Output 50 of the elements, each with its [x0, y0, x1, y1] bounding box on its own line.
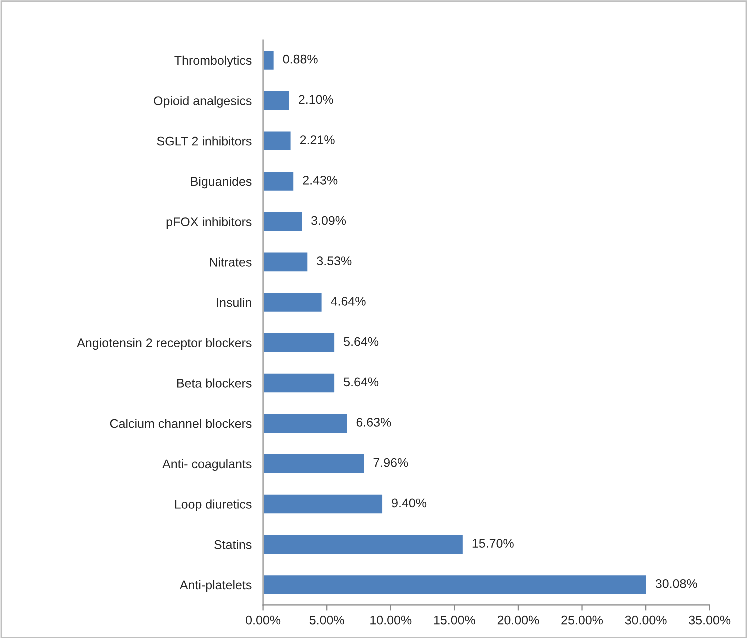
y-tick-label: Beta blockers: [177, 378, 252, 388]
bar: [263, 372, 336, 394]
x-tick-label: 10.00%: [370, 616, 412, 625]
y-tick-label: Loop diuretics: [175, 500, 252, 512]
x-tick-label: 20.00%: [498, 616, 540, 625]
bar: [263, 50, 276, 72]
x-tick-label: 5.00%: [310, 616, 344, 625]
x-tick-label: 30.00%: [625, 616, 667, 625]
bar: [263, 90, 291, 112]
y-tick-label: Biguanides: [191, 176, 252, 189]
y-tick-label: Calcium channel blockers: [110, 419, 252, 428]
bar: [263, 211, 304, 233]
data-label: 2.10%: [299, 95, 334, 104]
data-label: 2.21%: [300, 136, 335, 144]
bar: [263, 292, 324, 314]
bar: [263, 130, 292, 152]
data-label: 3.53%: [317, 256, 352, 266]
x-tick-label: 25.00%: [562, 616, 604, 625]
data-label: 5.64%: [344, 378, 379, 387]
y-tick-label: pFOX inhibitors: [166, 217, 252, 229]
y-tick-label: Opioid analgesics: [154, 96, 252, 108]
bar: [263, 170, 295, 192]
bar: [263, 493, 384, 516]
data-label: 9.40%: [392, 498, 427, 508]
bar: [263, 332, 336, 354]
x-tick-label: 0.00%: [246, 616, 281, 625]
bar: [263, 534, 464, 556]
data-label: 15.70%: [472, 539, 514, 548]
data-label: 3.09%: [312, 216, 346, 226]
data-label: 6.63%: [356, 418, 392, 427]
x-tick-label: 15.00%: [434, 616, 476, 625]
y-tick-label: Nitrates: [210, 258, 252, 267]
y-tick-label: Angiotensin 2 receptor blockers: [77, 338, 252, 350]
y-tick-label: Insulin: [217, 298, 252, 308]
data-label: 4.64%: [331, 297, 366, 306]
data-label: 7.96%: [374, 458, 408, 468]
y-tick-label: Thrombolytics: [174, 56, 252, 68]
bar: [263, 251, 310, 273]
data-label: 30.08%: [656, 579, 698, 588]
y-tick-label: Statins: [214, 540, 252, 550]
y-tick-label: Anti- coagulants: [162, 459, 252, 472]
data-label: 2.43%: [303, 176, 338, 185]
y-tick-label: Anti-platelets: [180, 580, 252, 592]
bar: [263, 574, 648, 596]
bar: [263, 412, 349, 434]
data-label: 0.88%: [283, 54, 318, 64]
bar: [263, 453, 366, 475]
data-label: 5.64%: [344, 337, 379, 346]
y-tick-label: SGLT 2 inhibitors: [157, 136, 252, 146]
x-tick-label: 35.00%: [689, 616, 731, 625]
